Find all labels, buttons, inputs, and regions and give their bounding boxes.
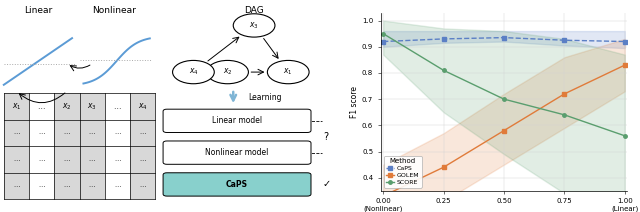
Text: $x_1$: $x_1$	[12, 101, 21, 112]
Text: $\ldots$: $\ldots$	[37, 102, 46, 111]
Text: $x_2$: $x_2$	[223, 67, 232, 77]
CaPS	[621, 40, 628, 43]
Text: $\cdots$: $\cdots$	[114, 131, 122, 135]
Text: Linear: Linear	[24, 6, 52, 15]
Line: GOLEM: GOLEM	[381, 63, 627, 198]
Text: $\cdots$: $\cdots$	[38, 131, 45, 135]
Text: $\cdots$: $\cdots$	[139, 157, 147, 162]
SCORE	[500, 98, 508, 100]
CaPS	[561, 39, 568, 42]
Text: ?: ?	[324, 132, 329, 142]
Text: $\cdots$: $\cdots$	[63, 131, 71, 135]
Text: Nonlinear: Nonlinear	[92, 6, 136, 15]
Text: ✓: ✓	[322, 179, 330, 190]
Bar	[79, 93, 105, 199]
GOLEM	[621, 64, 628, 66]
Line: SCORE: SCORE	[381, 32, 627, 138]
Text: $\cdots$: $\cdots$	[63, 157, 71, 162]
FancyBboxPatch shape	[163, 173, 311, 196]
Circle shape	[233, 14, 275, 37]
Text: $x_3$: $x_3$	[249, 20, 259, 31]
Text: DAG: DAG	[244, 6, 264, 15]
Text: CaPS: CaPS	[226, 180, 248, 189]
CaPS	[440, 38, 447, 40]
GOLEM	[380, 195, 387, 197]
Text: $\cdots$: $\cdots$	[88, 131, 96, 135]
GOLEM	[500, 129, 508, 132]
Line: CaPS: CaPS	[381, 36, 627, 43]
FancyBboxPatch shape	[163, 141, 311, 164]
GOLEM	[561, 93, 568, 95]
Text: $\cdots$: $\cdots$	[139, 184, 147, 188]
Circle shape	[207, 60, 248, 84]
CaPS	[500, 36, 508, 39]
CaPS	[380, 40, 387, 43]
Text: $\cdots$: $\cdots$	[88, 157, 96, 162]
Circle shape	[268, 60, 309, 84]
Text: $\cdots$: $\cdots$	[13, 157, 20, 162]
Text: $\cdots$: $\cdots$	[38, 157, 45, 162]
Text: $\cdots$: $\cdots$	[13, 184, 20, 188]
Text: $x_4$: $x_4$	[138, 101, 148, 112]
SCORE	[380, 32, 387, 35]
Text: $\cdots$: $\cdots$	[114, 157, 122, 162]
Text: $\cdots$: $\cdots$	[38, 184, 45, 188]
Text: $\cdots$: $\cdots$	[88, 184, 96, 188]
GOLEM	[440, 166, 447, 169]
Y-axis label: F1 score: F1 score	[350, 86, 359, 118]
Text: Nonlinear model: Nonlinear model	[205, 148, 269, 157]
Text: $\cdots$: $\cdots$	[63, 184, 71, 188]
Text: $x_4$: $x_4$	[189, 67, 198, 77]
Text: Learning: Learning	[248, 93, 282, 102]
Text: $\ldots$: $\ldots$	[113, 102, 122, 111]
Text: $\cdots$: $\cdots$	[114, 184, 122, 188]
Legend: CaPS, GOLEM, SCORE: CaPS, GOLEM, SCORE	[384, 156, 422, 188]
Text: $\cdots$: $\cdots$	[139, 131, 147, 135]
Text: $\cdots$: $\cdots$	[13, 131, 20, 135]
Bar	[54, 93, 79, 199]
Text: $x_2$: $x_2$	[62, 101, 72, 112]
SCORE	[621, 135, 628, 137]
Bar	[4, 93, 29, 199]
Bar	[130, 93, 156, 199]
SCORE	[440, 69, 447, 72]
Text: $x_3$: $x_3$	[88, 101, 97, 112]
FancyBboxPatch shape	[163, 109, 311, 132]
Text: $x_1$: $x_1$	[284, 67, 293, 77]
SCORE	[561, 114, 568, 116]
Circle shape	[173, 60, 214, 84]
Text: Linear model: Linear model	[212, 116, 262, 125]
